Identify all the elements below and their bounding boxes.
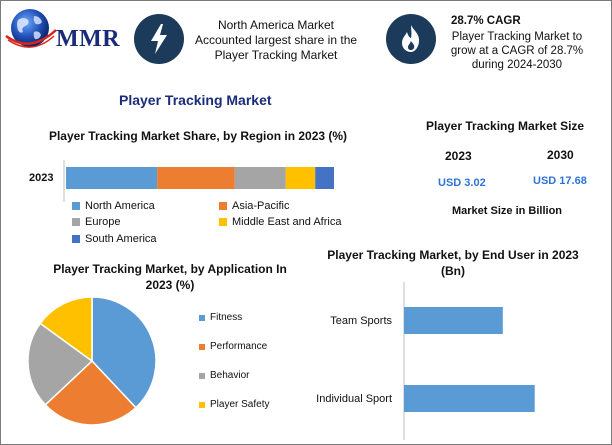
region-bar-europe xyxy=(234,167,286,189)
region-legend-item-north-america: North America xyxy=(72,200,155,212)
legend-label: Fitness xyxy=(210,312,243,323)
pie-slice-fitness xyxy=(91,296,157,409)
market-year-2023: 2023 xyxy=(445,149,472,163)
page-title: Player Tracking Market xyxy=(119,92,272,108)
pie-slice-player-safety xyxy=(39,296,93,363)
globe-icon xyxy=(5,9,57,48)
application-pie-chart xyxy=(27,296,157,426)
cagr-title: 28.7% CAGR xyxy=(451,15,521,27)
end-user-bar-chart: Team Sports Individual Sport xyxy=(316,282,535,440)
legend-label: Europe xyxy=(85,216,121,228)
legend-swatch xyxy=(219,218,227,226)
pie-legend-item-behavior: Behavior xyxy=(199,370,249,381)
region-chart-title: Player Tracking Market Share, by Region … xyxy=(48,129,348,143)
cagr-text: Player Tracking Market to grow at a CAGR… xyxy=(450,31,584,71)
region-bar-middle-east-and-africa xyxy=(285,167,316,189)
region-legend-item-asia-pacific: Asia-Pacific xyxy=(219,200,289,212)
legend-swatch xyxy=(199,314,205,321)
legend-label: Middle East and Africa xyxy=(232,216,342,228)
market-year-2030: 2030 xyxy=(547,148,574,162)
lightning-bolt-icon xyxy=(151,24,167,54)
legend-swatch xyxy=(72,235,80,243)
end-user-category-label: Individual Sport xyxy=(316,393,392,405)
region-bar-north-america xyxy=(66,167,158,189)
legend-swatch xyxy=(199,401,205,408)
end-user-bar-team-sports xyxy=(404,307,503,334)
flame-icon-badge xyxy=(386,14,436,64)
region-legend-item-europe: Europe xyxy=(72,216,120,228)
market-size-title: Player Tracking Market Size xyxy=(426,119,585,133)
legend-swatch xyxy=(72,202,80,210)
legend-swatch xyxy=(72,218,80,226)
legend-label: Behavior xyxy=(210,370,250,381)
region-year-label: 2023 xyxy=(29,172,54,184)
region-stacked-bar-chart xyxy=(63,160,334,202)
market-value-2023: USD 3.02 xyxy=(438,177,486,189)
end-user-chart-title: Player Tracking Market, by End User in 2… xyxy=(327,248,579,278)
region-bar-south-america xyxy=(315,167,334,189)
legend-swatch xyxy=(199,343,205,350)
pie-legend-item-player-safety: Player Safety xyxy=(199,399,269,410)
region-legend-item-south-america: South America xyxy=(72,233,157,245)
application-chart-title: Player Tracking Market, by Application I… xyxy=(53,262,287,292)
region-bar-asia-pacific xyxy=(157,167,235,189)
pie-slice-performance xyxy=(44,359,137,426)
north-america-info: North America Market Accounted largest s… xyxy=(194,18,358,62)
pie-legend-item-performance: Performance xyxy=(199,341,267,352)
legend-swatch xyxy=(219,202,227,210)
legend-label: South America xyxy=(85,233,157,245)
market-value-2030: USD 17.68 xyxy=(533,175,587,187)
flame-icon xyxy=(402,25,420,52)
pie-slice-behavior xyxy=(27,322,94,406)
end-user-category-label: Team Sports xyxy=(330,315,392,327)
legend-label: North America xyxy=(85,200,155,212)
legend-label: Performance xyxy=(210,341,268,352)
legend-swatch xyxy=(199,372,205,379)
end-user-bar-individual-sport xyxy=(404,385,535,412)
lightning-icon-badge xyxy=(134,14,184,64)
region-legend-item-middle-east-and-africa: Middle East and Africa xyxy=(219,216,341,228)
logo: MMR xyxy=(4,6,124,52)
legend-label: Player Safety xyxy=(210,399,270,410)
logo-text: MMR xyxy=(56,26,121,52)
legend-label: Asia-Pacific xyxy=(232,200,290,212)
pie-legend-item-fitness: Fitness xyxy=(199,312,242,323)
market-size-note: Market Size in Billion xyxy=(452,205,563,217)
